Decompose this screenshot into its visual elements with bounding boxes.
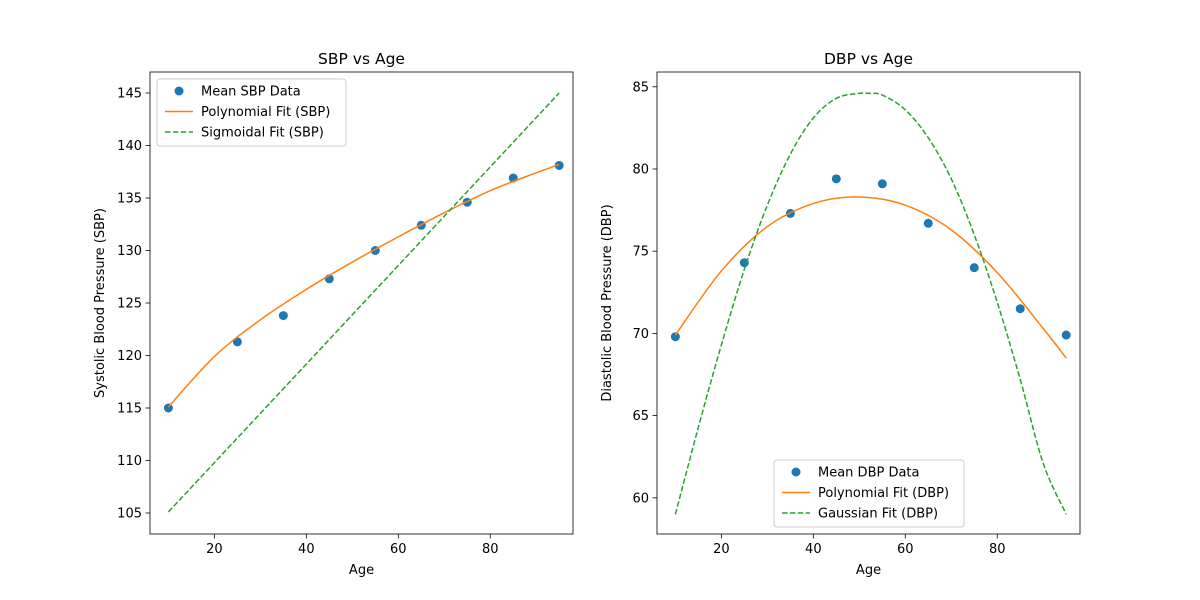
plot-area [163,92,564,513]
x-axis-label: Age [349,563,374,578]
series-line-3 [167,92,560,513]
legend-entry: Sigmoidal Fit (SBP) [201,126,324,141]
y-axis-label: Systolic Blood Pressure (SBP) [93,208,108,398]
chart-title: DBP vs Age [824,50,913,68]
y-tick-label: 70 [632,327,649,342]
legend-entry: Gaussian Fit (DBP) [818,507,938,522]
chart-title: SBP vs Age [318,50,405,68]
legend-marker [174,86,184,96]
y-tick-label: 65 [632,409,649,424]
y-tick-label: 105 [117,507,142,522]
legend-entry: Polynomial Fit (DBP) [818,486,949,501]
series-line-3 [674,92,1067,515]
legend-entry: Mean DBP Data [818,466,920,481]
legend-marker [791,467,801,477]
x-tick-label: 80 [989,542,1006,557]
data-point [831,174,841,184]
x-tick-label: 40 [298,542,315,557]
y-tick-label: 140 [117,139,142,154]
y-tick-label: 130 [117,244,142,259]
y-axis-label: Diastolic Blood Pressure (DBP) [600,204,615,401]
y-tick-label: 110 [117,454,142,469]
x-tick-label: 60 [897,542,914,557]
y-tick-label: 145 [117,87,142,102]
legend: Mean DBP Data Polynomial Fit (DBP) Gaussia… [773,459,965,528]
data-point [877,179,887,189]
legend-entry: Mean SBP Data [201,85,301,100]
legend-box [156,78,347,147]
x-tick-label: 80 [482,542,499,557]
axes-frame [656,71,1081,535]
chart-2: DBP vs Age 20 40 60 80 60 65 70 75 80 85 Age Diastol… [600,50,1081,578]
y-tick-label: 60 [632,491,649,506]
series-line-2 [674,196,1067,359]
data-point [163,403,173,413]
y-tick-label: 120 [117,349,142,364]
y-tick-label: 125 [117,297,142,312]
chart-1: SBP vs Age 20 40 60 80 105 110 115 120 125 130 135 1… [93,50,574,578]
x-axis-label: Age [856,563,881,578]
legend-box [773,459,965,528]
data-point [1015,304,1025,314]
data-point [923,218,933,228]
x-tick-label: 60 [390,542,407,557]
y-tick-label: 135 [117,192,142,207]
legend: Mean SBP Data Polynomial Fit (SBP) Sigmoid… [156,78,347,147]
x-tick-label: 20 [713,542,730,557]
y-tick-label: 80 [632,163,649,178]
x-tick-label: 40 [805,542,822,557]
y-tick-label: 115 [117,402,142,417]
data-point [969,263,979,273]
x-tick-label: 20 [206,542,223,557]
data-point [554,160,564,170]
data-point [278,311,288,321]
y-tick-label: 85 [632,80,649,95]
y-tick-label: 75 [632,245,649,260]
plot-area [670,92,1071,515]
series-line-2 [167,163,560,408]
legend-entry: Polynomial Fit (SBP) [201,105,330,120]
data-point [670,332,680,342]
data-point [1061,330,1071,340]
